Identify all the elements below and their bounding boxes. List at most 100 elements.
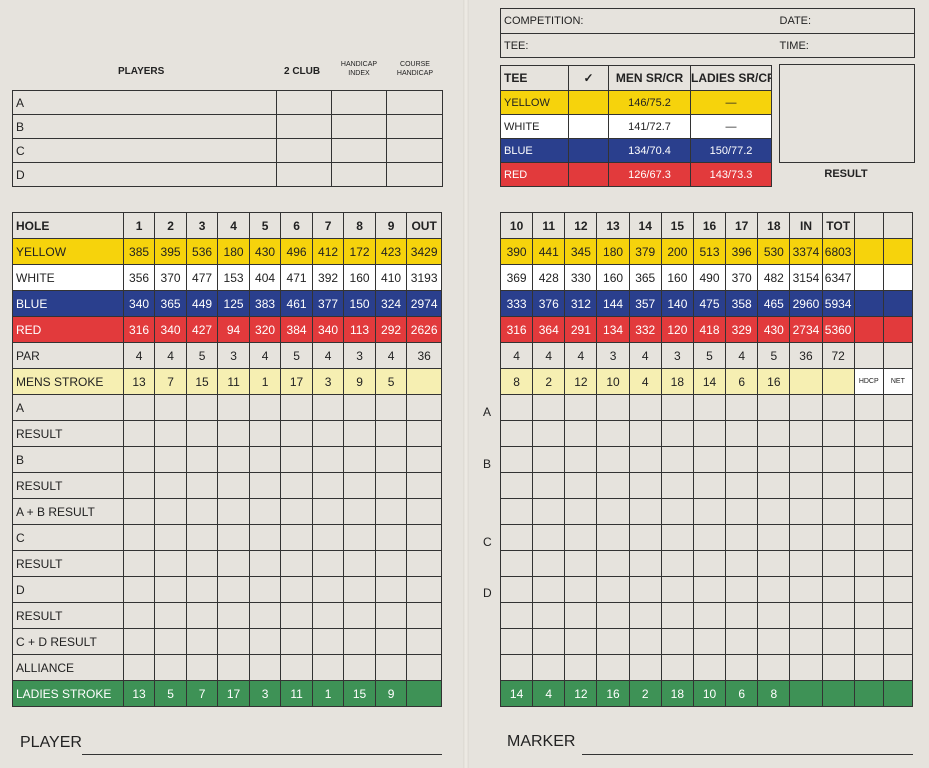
score-cell[interactable] (280, 498, 313, 525)
score-cell[interactable] (343, 654, 376, 681)
score-cell[interactable] (821, 628, 855, 655)
score-cell[interactable] (217, 602, 250, 629)
score-cell[interactable] (122, 654, 156, 681)
score-cell[interactable] (374, 524, 408, 551)
competition-field[interactable]: COMPETITION: (500, 8, 777, 34)
handicap-index-cell[interactable] (331, 162, 387, 187)
score-cell[interactable] (248, 628, 282, 655)
score-cell[interactable] (882, 446, 914, 473)
score-cell[interactable] (628, 576, 662, 603)
score-cell[interactable] (628, 472, 662, 499)
score-cell[interactable] (853, 420, 884, 447)
score-cell[interactable] (311, 394, 345, 421)
score-cell[interactable] (692, 576, 727, 603)
score-cell[interactable] (374, 628, 408, 655)
score-cell[interactable] (725, 394, 759, 421)
score-cell[interactable] (406, 524, 442, 551)
score-cell[interactable] (499, 472, 534, 499)
score-cell[interactable] (564, 446, 598, 473)
score-cell[interactable] (248, 524, 282, 551)
score-cell[interactable] (660, 602, 694, 629)
score-cell[interactable] (311, 576, 345, 603)
tee-field[interactable]: TEE: (500, 33, 777, 58)
score-cell[interactable] (499, 524, 534, 551)
score-cell[interactable] (853, 472, 884, 499)
score-cell[interactable] (660, 576, 694, 603)
score-cell[interactable] (757, 576, 791, 603)
score-cell[interactable] (311, 602, 345, 629)
score-cell[interactable] (882, 472, 914, 499)
score-cell[interactable] (564, 420, 598, 447)
score-cell[interactable] (789, 550, 823, 577)
score-cell[interactable] (789, 602, 823, 629)
score-cell[interactable] (853, 446, 884, 473)
score-cell[interactable] (122, 628, 156, 655)
score-cell[interactable] (154, 420, 187, 447)
two-club-cell[interactable] (276, 162, 332, 187)
score-cell[interactable] (154, 524, 187, 551)
score-cell[interactable] (692, 394, 727, 421)
score-cell[interactable] (628, 628, 662, 655)
time-field[interactable]: TIME: (776, 33, 915, 58)
score-cell[interactable] (596, 602, 630, 629)
score-cell[interactable] (660, 498, 694, 525)
score-cell[interactable] (853, 550, 884, 577)
score-cell[interactable] (280, 602, 313, 629)
score-cell[interactable] (532, 602, 566, 629)
score-cell[interactable] (280, 472, 313, 499)
score-cell[interactable] (821, 524, 855, 551)
score-cell[interactable] (343, 628, 376, 655)
score-cell[interactable] (248, 576, 282, 603)
score-cell[interactable] (185, 524, 219, 551)
score-cell[interactable] (882, 628, 914, 655)
score-cell[interactable] (882, 524, 914, 551)
score-cell[interactable] (564, 576, 598, 603)
score-cell[interactable] (343, 394, 376, 421)
score-cell[interactable] (343, 472, 376, 499)
score-cell[interactable] (789, 394, 823, 421)
score-cell[interactable] (725, 602, 759, 629)
score-cell[interactable] (789, 576, 823, 603)
score-cell[interactable] (821, 472, 855, 499)
score-cell[interactable] (692, 550, 727, 577)
score-cell[interactable] (217, 498, 250, 525)
score-cell[interactable] (185, 602, 219, 629)
score-cell[interactable] (217, 524, 250, 551)
score-cell[interactable] (596, 524, 630, 551)
two-club-cell[interactable] (276, 90, 332, 115)
score-cell[interactable] (374, 550, 408, 577)
score-cell[interactable] (882, 602, 914, 629)
score-cell[interactable] (532, 446, 566, 473)
score-cell[interactable] (280, 394, 313, 421)
score-cell[interactable] (406, 498, 442, 525)
course-handicap-cell[interactable] (386, 138, 443, 163)
score-cell[interactable] (596, 446, 630, 473)
handicap-index-cell[interactable] (331, 114, 387, 139)
course-handicap-cell[interactable] (386, 90, 443, 115)
score-cell[interactable] (406, 628, 442, 655)
score-cell[interactable] (248, 498, 282, 525)
score-cell[interactable] (882, 550, 914, 577)
score-cell[interactable] (692, 472, 727, 499)
score-cell[interactable] (374, 602, 408, 629)
score-cell[interactable] (821, 394, 855, 421)
score-cell[interactable] (882, 498, 914, 525)
score-cell[interactable] (725, 524, 759, 551)
player-signature-line[interactable] (82, 754, 442, 755)
score-cell[interactable] (821, 498, 855, 525)
score-cell[interactable] (564, 498, 598, 525)
score-cell[interactable] (660, 550, 694, 577)
score-cell[interactable] (406, 394, 442, 421)
score-cell[interactable] (374, 472, 408, 499)
score-cell[interactable] (406, 472, 442, 499)
score-cell[interactable] (374, 420, 408, 447)
score-cell[interactable] (311, 472, 345, 499)
score-cell[interactable] (692, 420, 727, 447)
score-cell[interactable] (154, 576, 187, 603)
score-cell[interactable] (185, 498, 219, 525)
score-cell[interactable] (499, 550, 534, 577)
score-cell[interactable] (757, 654, 791, 681)
score-cell[interactable] (122, 524, 156, 551)
score-cell[interactable] (660, 446, 694, 473)
score-cell[interactable] (789, 524, 823, 551)
